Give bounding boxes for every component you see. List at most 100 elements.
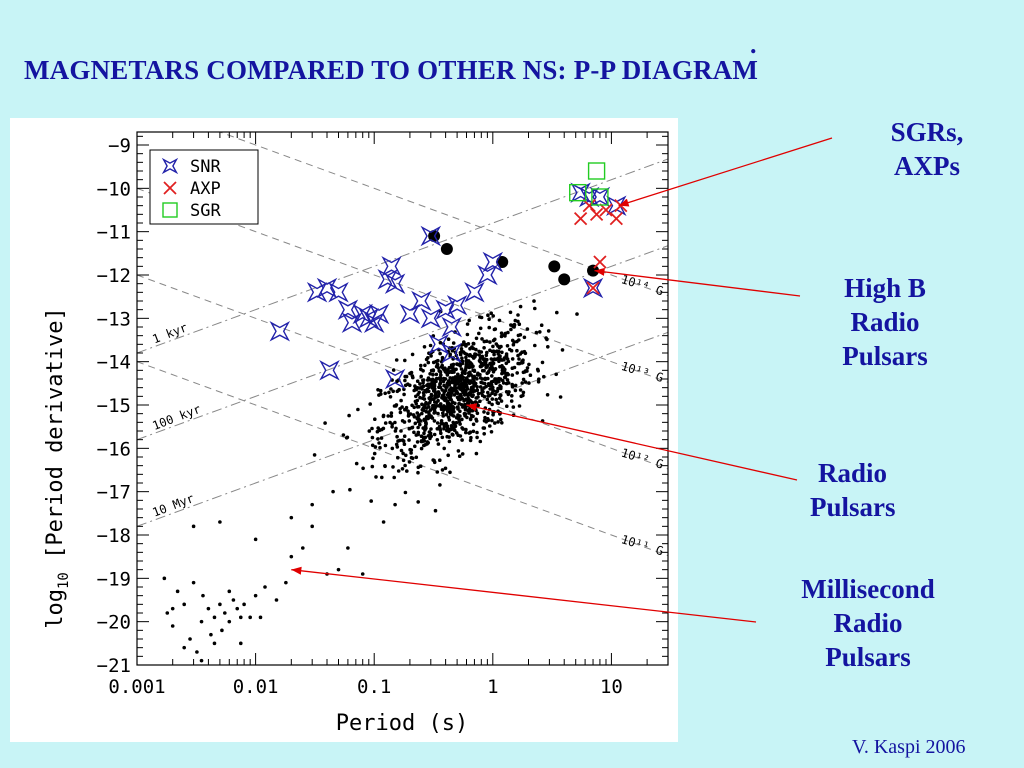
radio-pulsar-point — [478, 356, 483, 360]
radio-pulsar-point — [446, 427, 451, 431]
msp-point — [242, 602, 246, 607]
field-line-label: 10¹³ G — [619, 359, 665, 385]
radio-pulsar-point — [470, 385, 475, 389]
radio-pulsar-point — [474, 396, 479, 400]
radio-pulsar-point — [528, 373, 533, 377]
radio-pulsar-point — [396, 469, 401, 473]
msp-point — [188, 637, 192, 641]
field-line-label: 10¹² G — [619, 446, 665, 472]
x-axis-label: Period (s) — [336, 711, 468, 736]
radio-pulsar-point — [469, 393, 474, 397]
radio-pulsar-point — [375, 429, 380, 434]
radio-pulsar-point — [465, 385, 469, 389]
msp-point — [381, 520, 386, 524]
msp-point — [212, 641, 217, 646]
radio-pulsar-point — [458, 392, 463, 397]
radio-pulsar-point — [361, 466, 365, 471]
radio-pulsar-point — [545, 393, 550, 397]
age-line — [137, 331, 668, 527]
msp-point — [218, 520, 222, 524]
radio-pulsar-point — [443, 466, 448, 471]
age-line — [137, 245, 668, 441]
radio-pulsar-point — [425, 440, 430, 444]
msp-point — [220, 628, 224, 633]
msp-point — [191, 580, 196, 585]
radio-pulsar-point — [499, 344, 503, 349]
radio-pulsar-point — [445, 402, 450, 406]
radio-pulsar-point — [538, 330, 542, 334]
radio-pulsar-point — [463, 368, 468, 372]
radio-pulsar-point — [416, 470, 420, 475]
radio-pulsar-point — [478, 359, 482, 364]
msp-point — [248, 615, 252, 620]
radio-pulsar-point — [512, 325, 516, 329]
radio-pulsar-point — [451, 426, 456, 431]
radio-pulsar-point — [454, 367, 458, 372]
radio-pulsar-point — [356, 407, 360, 412]
axp-x-mark — [582, 199, 596, 213]
radio-pulsar-point — [416, 425, 420, 430]
radio-pulsar-point — [515, 348, 519, 353]
radio-pulsar-point — [378, 388, 383, 393]
radio-pulsar-point — [396, 455, 400, 460]
radio-pulsar-point — [468, 353, 472, 357]
radio-pulsar-point — [379, 436, 384, 440]
radio-pulsar-point — [486, 394, 490, 398]
radio-pulsar-point — [434, 376, 439, 381]
y-tick-label: −13 — [97, 308, 131, 330]
radio-pulsar-point — [546, 345, 550, 349]
snr-star-mark — [420, 225, 442, 247]
y-tick-label: −21 — [97, 655, 131, 677]
msp-point — [235, 606, 240, 611]
radio-pulsar-point — [415, 386, 420, 390]
radio-pulsar-point — [484, 420, 489, 424]
radio-pulsar-point — [383, 464, 387, 468]
radio-pulsar-point — [478, 326, 483, 331]
radio-pulsar-point — [380, 475, 384, 480]
radio-pulsar-point — [373, 445, 378, 449]
radio-pulsar-point — [367, 429, 372, 433]
radio-pulsar-point — [394, 426, 398, 431]
radio-pulsar-point — [487, 400, 492, 405]
radio-pulsar-point — [537, 377, 541, 382]
radio-pulsar-point — [392, 475, 397, 480]
radio-pulsar-point — [499, 417, 503, 422]
radio-pulsar-point — [519, 394, 523, 399]
radio-pulsar-point — [575, 312, 579, 316]
radio-pulsar-point — [433, 508, 438, 513]
radio-pulsar-point — [439, 373, 443, 377]
radio-pulsar-point — [455, 391, 460, 396]
radio-pulsar-point — [483, 406, 488, 410]
radio-pulsar-point — [540, 419, 545, 423]
radio-pulsar-point — [399, 429, 403, 433]
radio-pulsar-point — [475, 430, 479, 435]
radio-pulsar-point — [491, 338, 496, 343]
radio-pulsar-point — [415, 398, 420, 403]
radio-pulsar-point — [451, 365, 455, 370]
radio-pulsar-point — [422, 345, 427, 349]
radio-pulsar-point — [397, 438, 402, 443]
radio-pulsar-point — [471, 422, 476, 427]
y-tick-label: −12 — [97, 265, 131, 287]
radio-pulsar-point — [390, 425, 394, 429]
snr-star-mark — [368, 303, 390, 325]
radio-pulsar-point — [486, 376, 490, 381]
radio-pulsar-point — [394, 358, 399, 362]
radio-pulsar-point — [480, 368, 485, 373]
radio-pulsar-point — [419, 374, 424, 379]
radio-pulsar-point — [511, 405, 516, 409]
radio-pulsar-point — [381, 426, 386, 431]
radio-pulsar-point — [426, 378, 430, 382]
radio-pulsar-point — [457, 401, 461, 406]
radio-pulsar-point — [452, 410, 456, 414]
radio-pulsar-point — [457, 417, 461, 422]
radio-pulsar-point — [438, 381, 443, 385]
radio-pulsar-point — [485, 397, 490, 402]
radio-pulsar-point — [341, 433, 346, 437]
radio-pulsar-point — [467, 318, 472, 323]
radio-pulsar-point — [417, 404, 421, 409]
annotation-line: Radio — [850, 307, 920, 337]
msp-point — [300, 546, 305, 550]
radio-pulsar-point — [456, 433, 460, 438]
